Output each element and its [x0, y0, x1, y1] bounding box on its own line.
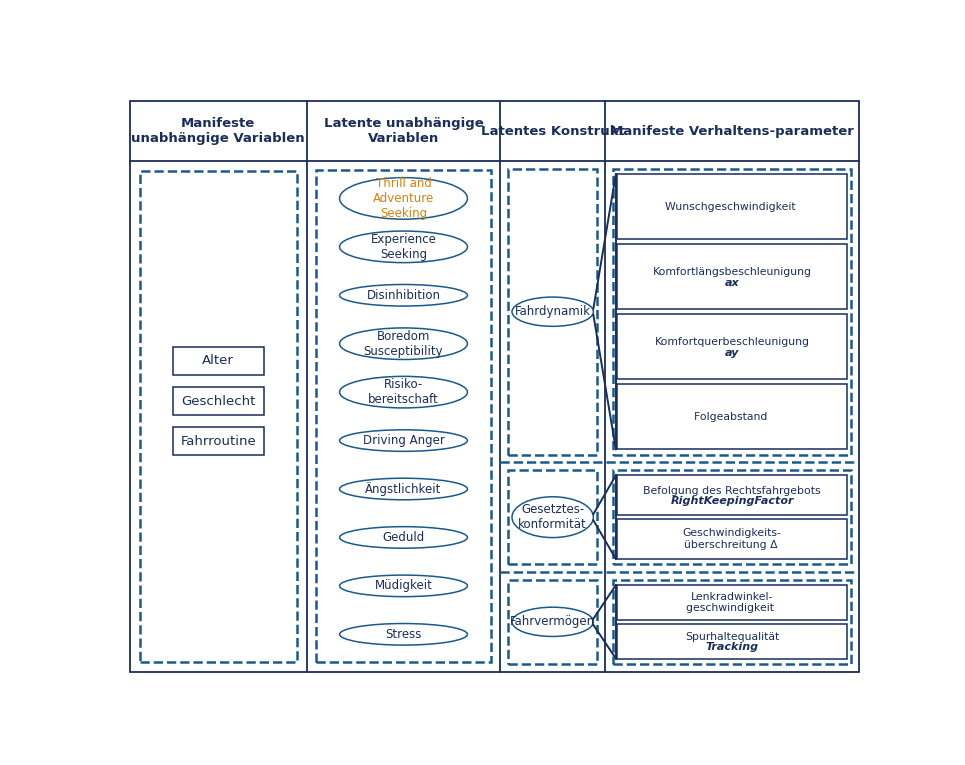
Text: Thrill and
Adventure
Seeking: Thrill and Adventure Seeking: [372, 177, 434, 220]
Text: Tracking: Tracking: [705, 643, 758, 653]
Text: Komfortquerbeschleunigung: Komfortquerbeschleunigung: [654, 337, 810, 347]
Text: RightKeepingFactor: RightKeepingFactor: [671, 496, 794, 506]
Text: Spurhaltequalität: Spurhaltequalität: [685, 632, 779, 642]
Text: Boredom
Susceptibility: Boredom Susceptibility: [364, 330, 443, 358]
Text: Fahrdynamik: Fahrdynamik: [514, 305, 591, 318]
Text: ay: ay: [725, 348, 739, 358]
Text: Geduld: Geduld: [382, 531, 425, 544]
Text: Geschlecht: Geschlecht: [181, 395, 256, 408]
Text: Gesetztes-
konformität: Gesetztes- konformität: [518, 503, 587, 531]
Text: Geschwindigkeits-
überschreitung Δ: Geschwindigkeits- überschreitung Δ: [682, 529, 782, 550]
Text: Latente unabhängige
Variablen: Latente unabhängige Variablen: [323, 117, 483, 145]
Text: Alter: Alter: [203, 354, 234, 367]
Text: Befolgung des Rechtsfahrgebots: Befolgung des Rechtsfahrgebots: [644, 486, 821, 496]
Text: Fahrroutine: Fahrroutine: [180, 435, 256, 448]
Text: Experience
Seeking: Experience Seeking: [371, 233, 436, 261]
Text: Manifeste Verhaltens-parameter: Manifeste Verhaltens-parameter: [610, 125, 854, 138]
Text: Müdigkeit: Müdigkeit: [374, 579, 432, 592]
Text: Driving Anger: Driving Anger: [363, 434, 445, 447]
Text: Stress: Stress: [385, 628, 422, 641]
Text: ax: ax: [725, 278, 739, 288]
Text: Lenkradwinkel-
geschwindigkeit: Lenkradwinkel- geschwindigkeit: [686, 591, 778, 613]
Text: Disinhibition: Disinhibition: [367, 288, 440, 301]
Text: Wunschgeschwindigkeit: Wunschgeschwindigkeit: [665, 202, 799, 212]
Text: Risiko-
bereitschaft: Risiko- bereitschaft: [368, 378, 439, 406]
Text: Latentes Konstrukt: Latentes Konstrukt: [481, 125, 624, 138]
Text: Komfortlängsbeschleunigung: Komfortlängsbeschleunigung: [652, 267, 812, 277]
Text: Manifeste
unabhängige Variablen: Manifeste unabhängige Variablen: [131, 117, 305, 145]
Text: Ängstlichkeit: Ängstlichkeit: [366, 482, 442, 496]
Text: Fahrvermögen: Fahrvermögen: [510, 615, 595, 628]
Text: Folgeabstand: Folgeabstand: [694, 412, 770, 422]
